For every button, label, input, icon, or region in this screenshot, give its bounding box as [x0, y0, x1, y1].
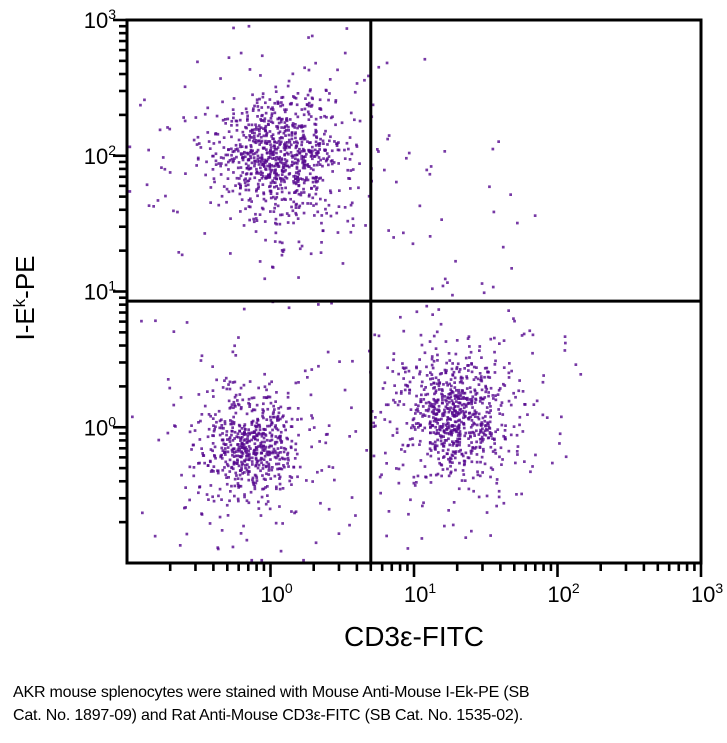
x-tick-label: 102 — [547, 580, 579, 607]
y-tick-label: 102 — [84, 142, 116, 169]
figure-caption: AKR mouse splenocytes were stained with … — [13, 681, 713, 727]
plot-frame — [125, 18, 703, 565]
x-axis-title: CD3ε-FITC — [344, 621, 484, 652]
y-axis-title: I-Ek-PE — [10, 255, 40, 340]
caption-line-1: AKR mouse splenocytes were stained with … — [13, 684, 530, 701]
caption-line-2: Cat. No. 1897-09) and Rat Anti-Mouse CD3… — [13, 707, 523, 724]
scatter-points — [128, 24, 583, 562]
axis-ticks — [113, 18, 703, 577]
y-tick-label: 100 — [84, 413, 116, 440]
y-tick-label: 101 — [84, 278, 116, 305]
dot-plot: 100 101 102 103 100 101 102 103 CD3ε-FITC I-Ek-PE — [10, 6, 723, 652]
x-tick-label: 100 — [260, 580, 292, 607]
y-tick-label: 103 — [84, 6, 116, 33]
x-tick-label: 103 — [691, 580, 723, 607]
x-tick-label: 101 — [404, 580, 436, 607]
